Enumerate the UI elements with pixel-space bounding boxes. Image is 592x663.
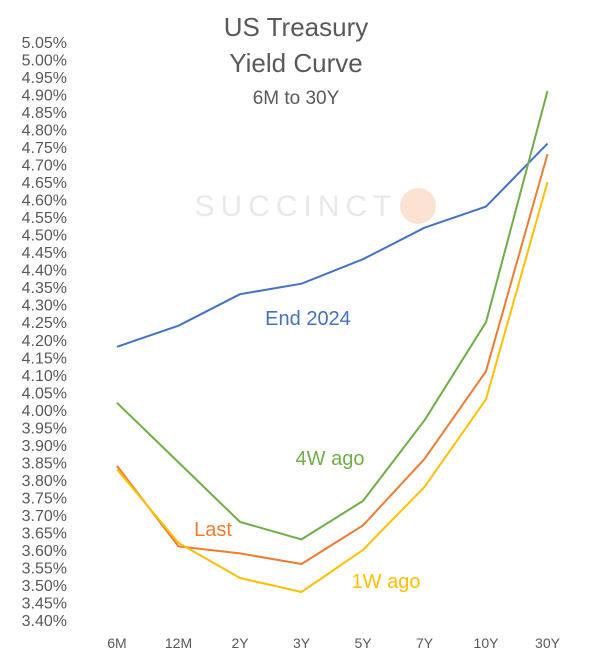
series-label-4w-ago: 4W ago: [296, 448, 365, 470]
x-tick-label: 3Y: [293, 635, 311, 651]
y-tick-label: 3.45%: [22, 595, 67, 612]
y-tick-label: 3.75%: [22, 490, 67, 507]
y-tick-label: 4.45%: [22, 245, 67, 262]
x-tick-label: 30Y: [535, 635, 561, 651]
x-axis: 6M 12M 2Y 3Y 5Y 7Y 10Y 30Y: [107, 635, 560, 651]
y-tick-label: 4.00%: [22, 403, 67, 420]
y-tick-label: 4.15%: [22, 350, 67, 367]
y-tick-label: 4.05%: [22, 385, 67, 402]
y-tick-label: 3.55%: [22, 560, 67, 577]
x-tick-label: 12M: [165, 635, 192, 651]
y-tick-label: 4.30%: [22, 298, 67, 315]
watermark-group: SUCCINCT: [195, 188, 436, 224]
y-tick-label: 4.10%: [22, 368, 67, 385]
series-line-1w-ago: [116, 181, 549, 593]
y-tick-label: 4.85%: [22, 105, 67, 122]
series-label-end-2024: End 2024: [265, 308, 351, 330]
y-tick-label: 4.55%: [22, 210, 67, 227]
y-tick-label: 4.70%: [22, 158, 67, 175]
y-tick-label: 4.75%: [22, 140, 67, 157]
y-tick-label: 4.60%: [22, 193, 67, 210]
y-tick-label: 4.90%: [22, 88, 67, 105]
y-tick-label: 3.40%: [22, 613, 67, 630]
x-tick-label: 10Y: [474, 635, 500, 651]
y-tick-label: 5.00%: [22, 53, 67, 70]
y-tick-label: 3.65%: [22, 525, 67, 542]
y-tick-label: 4.40%: [22, 263, 67, 280]
series-label-1w-ago: 1W ago: [352, 571, 421, 593]
series-labels: End 2024 4W ago Last 1W ago: [194, 308, 420, 593]
y-tick-label: 4.25%: [22, 315, 67, 332]
x-tick-label: 5Y: [354, 635, 372, 651]
x-tick-label: 6M: [107, 635, 126, 651]
series-line-last: [116, 153, 549, 565]
chart-subtitle: 6M to 30Y: [252, 88, 340, 109]
x-tick-label: 2Y: [231, 635, 249, 651]
y-tick-label: 4.20%: [22, 333, 67, 350]
chart-title-line2: Yield Curve: [229, 48, 363, 78]
series-label-last: Last: [194, 519, 232, 541]
y-axis: 3.40%3.45%3.50%3.55%3.60%3.65%3.70%3.75%…: [22, 35, 67, 630]
y-tick-label: 3.90%: [22, 438, 67, 455]
y-tick-label: 4.65%: [22, 175, 67, 192]
y-tick-label: 3.80%: [22, 473, 67, 490]
watermark-text: SUCCINCT: [195, 190, 398, 223]
y-tick-label: 4.35%: [22, 280, 67, 297]
y-tick-label: 3.95%: [22, 420, 67, 437]
series-lines: [116, 90, 549, 593]
y-tick-label: 4.95%: [22, 70, 67, 87]
y-tick-label: 4.50%: [22, 228, 67, 245]
chart-title-line1: US Treasury: [223, 12, 369, 42]
x-tick-label: 7Y: [416, 635, 434, 651]
y-tick-label: 3.70%: [22, 508, 67, 525]
series-line-end-2024: [116, 142, 549, 348]
y-tick-label: 3.85%: [22, 455, 67, 472]
y-tick-label: 4.80%: [22, 123, 67, 140]
y-tick-label: 3.60%: [22, 543, 67, 560]
watermark-logo-icon: [400, 188, 436, 224]
y-tick-label: 5.05%: [22, 35, 67, 52]
series-line-4w-ago: [116, 90, 549, 541]
y-tick-label: 3.50%: [22, 578, 67, 595]
